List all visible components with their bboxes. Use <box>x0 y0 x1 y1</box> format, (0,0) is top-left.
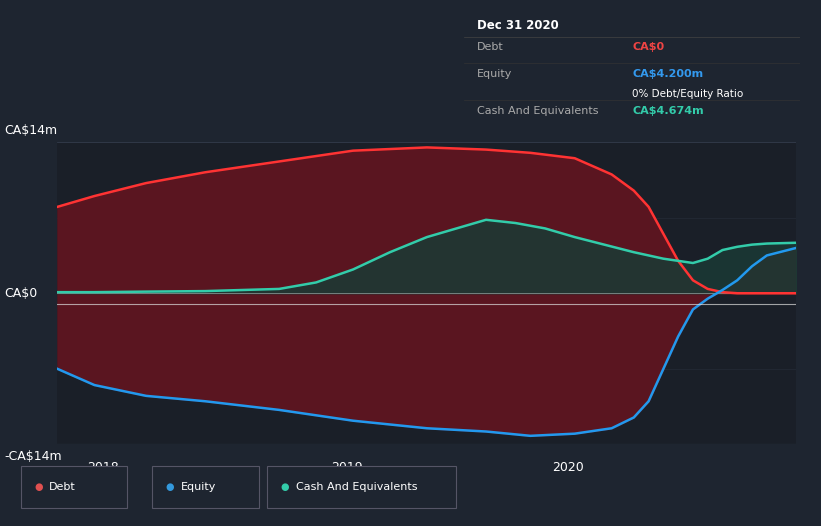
Text: CA$0: CA$0 <box>4 287 37 300</box>
Text: 2019: 2019 <box>331 461 363 474</box>
Text: Equity: Equity <box>477 68 512 78</box>
Text: Equity: Equity <box>181 481 216 492</box>
Text: Debt: Debt <box>477 43 504 53</box>
Text: ●: ● <box>34 481 43 492</box>
Text: Dec 31 2020: Dec 31 2020 <box>477 19 559 32</box>
Text: ●: ● <box>281 481 289 492</box>
Text: CA$4.674m: CA$4.674m <box>632 106 704 116</box>
Text: 2018: 2018 <box>87 461 119 474</box>
Text: Cash And Equivalents: Cash And Equivalents <box>296 481 417 492</box>
Text: CA$4.200m: CA$4.200m <box>632 68 704 78</box>
Text: Debt: Debt <box>49 481 76 492</box>
Text: -CA$14m: -CA$14m <box>4 450 62 463</box>
Text: Cash And Equivalents: Cash And Equivalents <box>477 106 599 116</box>
Text: CA$0: CA$0 <box>632 43 664 53</box>
Text: 2020: 2020 <box>553 461 585 474</box>
Text: 0% Debt/Equity Ratio: 0% Debt/Equity Ratio <box>632 88 744 99</box>
Text: CA$14m: CA$14m <box>4 124 57 137</box>
Text: ●: ● <box>166 481 174 492</box>
